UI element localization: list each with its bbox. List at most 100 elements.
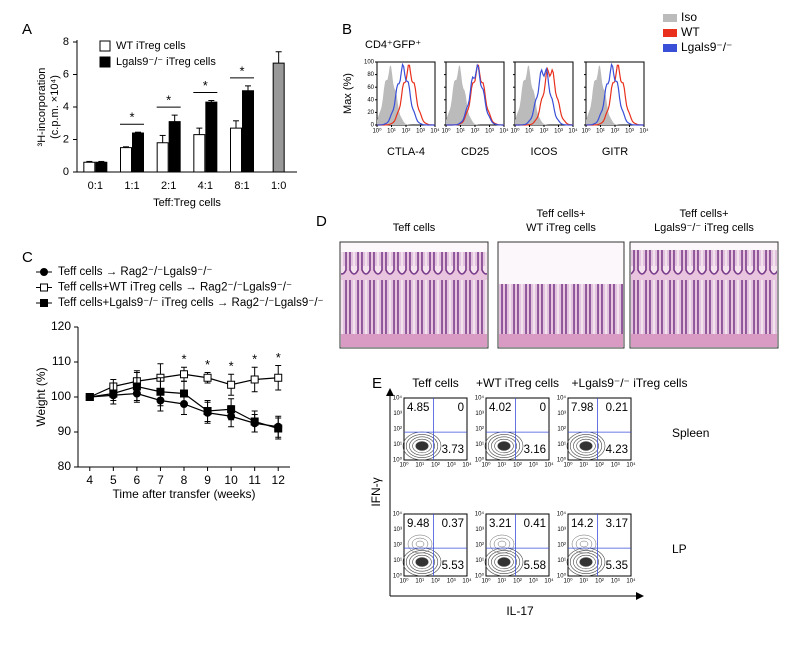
contour-plot bbox=[567, 397, 632, 461]
y-tick-label: 8 bbox=[63, 36, 69, 48]
contour bbox=[412, 438, 432, 454]
contour-plot bbox=[485, 513, 550, 577]
histogram-curve bbox=[376, 62, 436, 126]
y-tick-label: 10⁴ bbox=[475, 395, 485, 402]
x-tick-label: 10¹ bbox=[579, 579, 588, 585]
y-tick-label: 6 bbox=[63, 68, 69, 80]
histogram-curve bbox=[586, 65, 644, 125]
y-tick-label: 10⁴ bbox=[557, 511, 567, 518]
bar bbox=[95, 161, 108, 173]
x-tick-label: 10³ bbox=[625, 129, 634, 135]
contour-plot bbox=[403, 397, 468, 461]
x-tick-label: 10⁴ bbox=[639, 128, 649, 135]
contour-plot bbox=[403, 513, 468, 577]
image-title: Lgals9⁻/⁻ iTreg cells bbox=[654, 222, 754, 234]
y-tick-label: 10³ bbox=[557, 411, 566, 417]
quadrant-value: 0.37 bbox=[442, 518, 464, 530]
y-tick-label: 20 bbox=[367, 110, 374, 116]
point bbox=[227, 380, 236, 389]
x-tick-label: 10⁰ bbox=[399, 578, 409, 585]
point bbox=[227, 405, 236, 414]
y-tick-label: 10¹ bbox=[393, 442, 402, 448]
panel-label: D bbox=[316, 213, 327, 230]
contour bbox=[412, 554, 432, 570]
contour bbox=[493, 537, 511, 551]
contour bbox=[579, 441, 593, 451]
legend-label: WT iTreg cells bbox=[116, 40, 186, 52]
y-tick-label: 10² bbox=[475, 543, 484, 549]
significance: * bbox=[166, 93, 171, 108]
quadrant-value: 14.2 bbox=[571, 518, 593, 530]
contour bbox=[576, 438, 596, 454]
legend-marker bbox=[40, 299, 48, 307]
x-tick-label: 10⁰ bbox=[581, 128, 591, 135]
contour bbox=[569, 550, 603, 574]
quadrant-value: 0 bbox=[458, 402, 464, 414]
bar bbox=[242, 90, 254, 173]
y-tick-label: 10¹ bbox=[557, 558, 566, 564]
y-tick-label: 10⁴ bbox=[557, 395, 567, 402]
x-tick-label: 10⁰ bbox=[563, 462, 573, 469]
y-tick-label: 10² bbox=[393, 543, 402, 549]
image-title: WT iTreg cells bbox=[526, 222, 596, 234]
x-tick-label: 10¹ bbox=[456, 129, 465, 135]
significance: * bbox=[203, 78, 208, 93]
x-tick-label: 10⁴ bbox=[462, 578, 472, 585]
marker-label: ICOS bbox=[531, 146, 558, 158]
x-axis-label: Time after transfer (weeks) bbox=[113, 487, 256, 501]
legend-swatch bbox=[663, 44, 677, 52]
y-tick-label: 10¹ bbox=[557, 442, 566, 448]
y-tick-label: 0 bbox=[63, 166, 69, 178]
y-tick-label: 10¹ bbox=[393, 558, 402, 564]
legend-label: Teff cells+WT iTreg cells → Rag2⁻/⁻Lgals… bbox=[58, 282, 292, 294]
contour-plot bbox=[567, 513, 632, 577]
x-tick-label: 10³ bbox=[447, 463, 456, 469]
x-tick-label: 10⁴ bbox=[544, 578, 554, 585]
column-title: Teff cells bbox=[412, 376, 458, 390]
point bbox=[180, 370, 188, 379]
point bbox=[203, 373, 212, 382]
x-tick-label: 10² bbox=[402, 129, 411, 135]
point bbox=[250, 375, 259, 384]
point bbox=[132, 382, 141, 391]
bar bbox=[132, 132, 144, 173]
contour bbox=[573, 436, 599, 456]
x-tick-label: 10⁴ bbox=[626, 578, 636, 585]
panel-label: C bbox=[22, 249, 33, 266]
contour bbox=[415, 557, 429, 567]
y-axis-label: ³H-incorporation bbox=[36, 68, 48, 147]
quadrant-value: 0 bbox=[540, 402, 546, 414]
mucosa bbox=[631, 250, 777, 334]
y-tick-label: 4 bbox=[63, 101, 69, 113]
y-tick-label: 10⁰ bbox=[557, 573, 567, 580]
y-tick-label: 10³ bbox=[475, 527, 484, 533]
x-tick-label: 10³ bbox=[554, 129, 563, 135]
contour bbox=[494, 554, 514, 570]
muscle-layer bbox=[499, 334, 623, 347]
panel-label: E bbox=[372, 375, 382, 392]
y-axis-label: Weight (%) bbox=[34, 367, 48, 426]
muscle-layer bbox=[341, 334, 487, 347]
point bbox=[274, 373, 283, 382]
y-tick-label: 100 bbox=[51, 389, 71, 403]
y-tick-label: 10⁰ bbox=[475, 457, 485, 464]
quadrant-value: 4.02 bbox=[489, 402, 511, 414]
mucosa bbox=[499, 284, 623, 334]
x-tick-label: 10¹ bbox=[596, 129, 605, 135]
quadrant-value: 5.58 bbox=[524, 560, 546, 572]
x-tick-label: 9 bbox=[204, 473, 211, 487]
y-axis-label: Max (%) bbox=[342, 73, 354, 114]
contour bbox=[491, 436, 517, 456]
x-tick-label: 10² bbox=[611, 129, 620, 135]
quadrant-value: 4.85 bbox=[407, 402, 429, 414]
legend-marker bbox=[40, 268, 48, 276]
x-axis-label: IL-17 bbox=[506, 604, 534, 618]
x-tick-label: 10³ bbox=[447, 579, 456, 585]
marker-label: CTLA-4 bbox=[387, 146, 425, 158]
quadrant-value: 9.48 bbox=[407, 518, 429, 530]
x-tick-label: 10⁰ bbox=[372, 128, 382, 135]
significance: * bbox=[252, 352, 257, 367]
x-tick-label: 10² bbox=[540, 129, 549, 135]
y-tick-label: 80 bbox=[367, 72, 374, 78]
